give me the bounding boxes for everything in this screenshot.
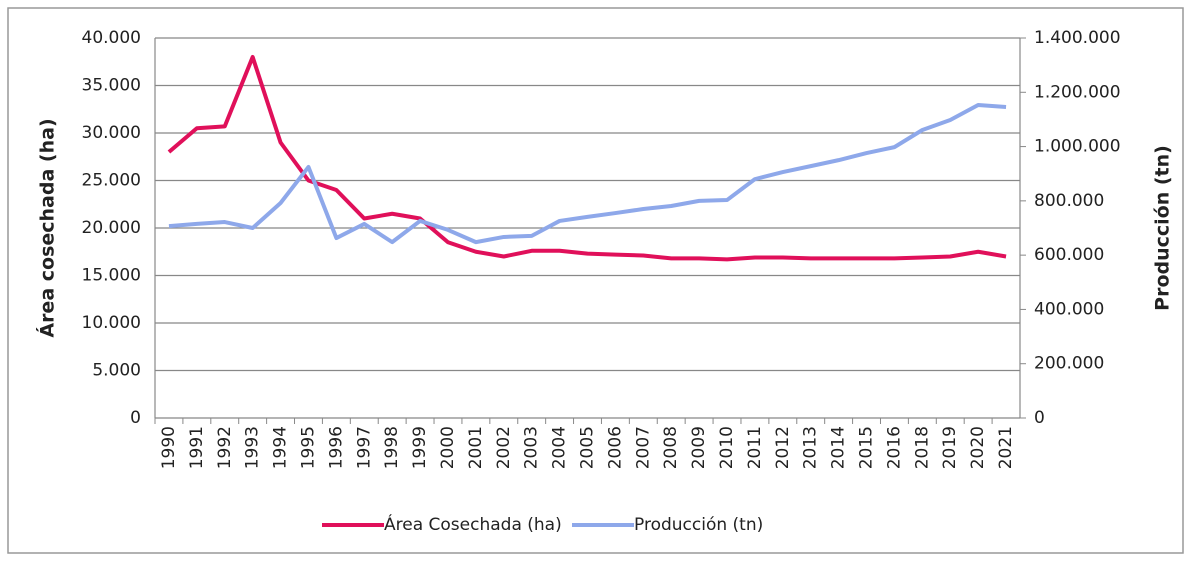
y-tick-label: 35.000 — [82, 76, 141, 96]
x-tick-label: 1995 — [298, 426, 318, 469]
x-tick-label: 2014 — [829, 426, 849, 469]
y-tick-label: 30.000 — [82, 123, 141, 143]
y-tick-label: 10.000 — [82, 313, 141, 333]
x-tick-label: 2016 — [884, 426, 904, 469]
x-tick-label: 1992 — [215, 426, 235, 469]
chart-frame — [7, 7, 1184, 554]
series-line — [168, 103, 1007, 245]
x-tick-label: 1997 — [354, 426, 374, 469]
y-axis-title: Área cosechada (ha) — [36, 118, 59, 337]
x-tick-label: 2011 — [745, 426, 765, 469]
x-tick-label: 1999 — [410, 426, 430, 469]
y-tick-label: 15.000 — [82, 266, 141, 286]
y-tick-label: 25.000 — [82, 171, 141, 191]
x-tick-label: 2003 — [522, 426, 542, 469]
x-tick-label: 1991 — [187, 426, 207, 469]
y2-tick-label: 1.000.000 — [1034, 137, 1121, 157]
x-tick-label: 2007 — [633, 426, 653, 469]
x-tick-label: 2000 — [438, 426, 458, 469]
x-tick-label: 2006 — [605, 426, 625, 469]
x-tick-label: 2010 — [717, 426, 737, 469]
y2-axis-title: Producción (tn) — [1152, 145, 1174, 311]
x-tick-label: 2001 — [466, 426, 486, 469]
x-tick-label: 1990 — [159, 426, 179, 469]
y-tick-label: 40.000 — [82, 28, 141, 48]
x-tick-label: 1994 — [271, 426, 291, 469]
series-line — [167, 55, 1007, 262]
y2-tick-label: 600.000 — [1034, 245, 1104, 265]
y2-tick-label: 200.000 — [1034, 354, 1104, 374]
x-tick-label: 2009 — [689, 426, 709, 469]
x-tick-label: 2008 — [661, 426, 681, 469]
y2-tick-label: 0 — [1034, 408, 1045, 428]
legend-label: Producción (tn) — [634, 515, 763, 535]
legend-label: Área Cosechada (ha) — [384, 513, 562, 535]
x-tick-label: 2012 — [773, 426, 793, 469]
x-tick-label: 2013 — [801, 426, 821, 469]
x-tick-label: 1996 — [326, 426, 346, 469]
x-tick-label: 2015 — [857, 426, 877, 469]
y2-tick-label: 400.000 — [1034, 299, 1104, 319]
x-tick-label: 1998 — [382, 426, 402, 469]
x-tick-label: 2019 — [940, 426, 960, 469]
y2-tick-label: 1.400.000 — [1034, 28, 1121, 48]
y2-tick-label: 1.200.000 — [1034, 82, 1121, 102]
x-tick-label: 2020 — [968, 426, 988, 469]
x-tick-label: 2021 — [996, 426, 1016, 469]
x-tick-label: 1993 — [243, 426, 263, 469]
x-tick-label: 2002 — [494, 426, 514, 469]
x-tick-label: 2018 — [912, 426, 932, 469]
y-tick-label: 5.000 — [92, 361, 141, 381]
y-tick-label: 20.000 — [82, 218, 141, 238]
y-tick-label: 0 — [130, 408, 141, 428]
y2-tick-label: 800.000 — [1034, 191, 1104, 211]
x-tick-label: 2005 — [578, 426, 598, 469]
x-tick-label: 2004 — [550, 426, 570, 469]
